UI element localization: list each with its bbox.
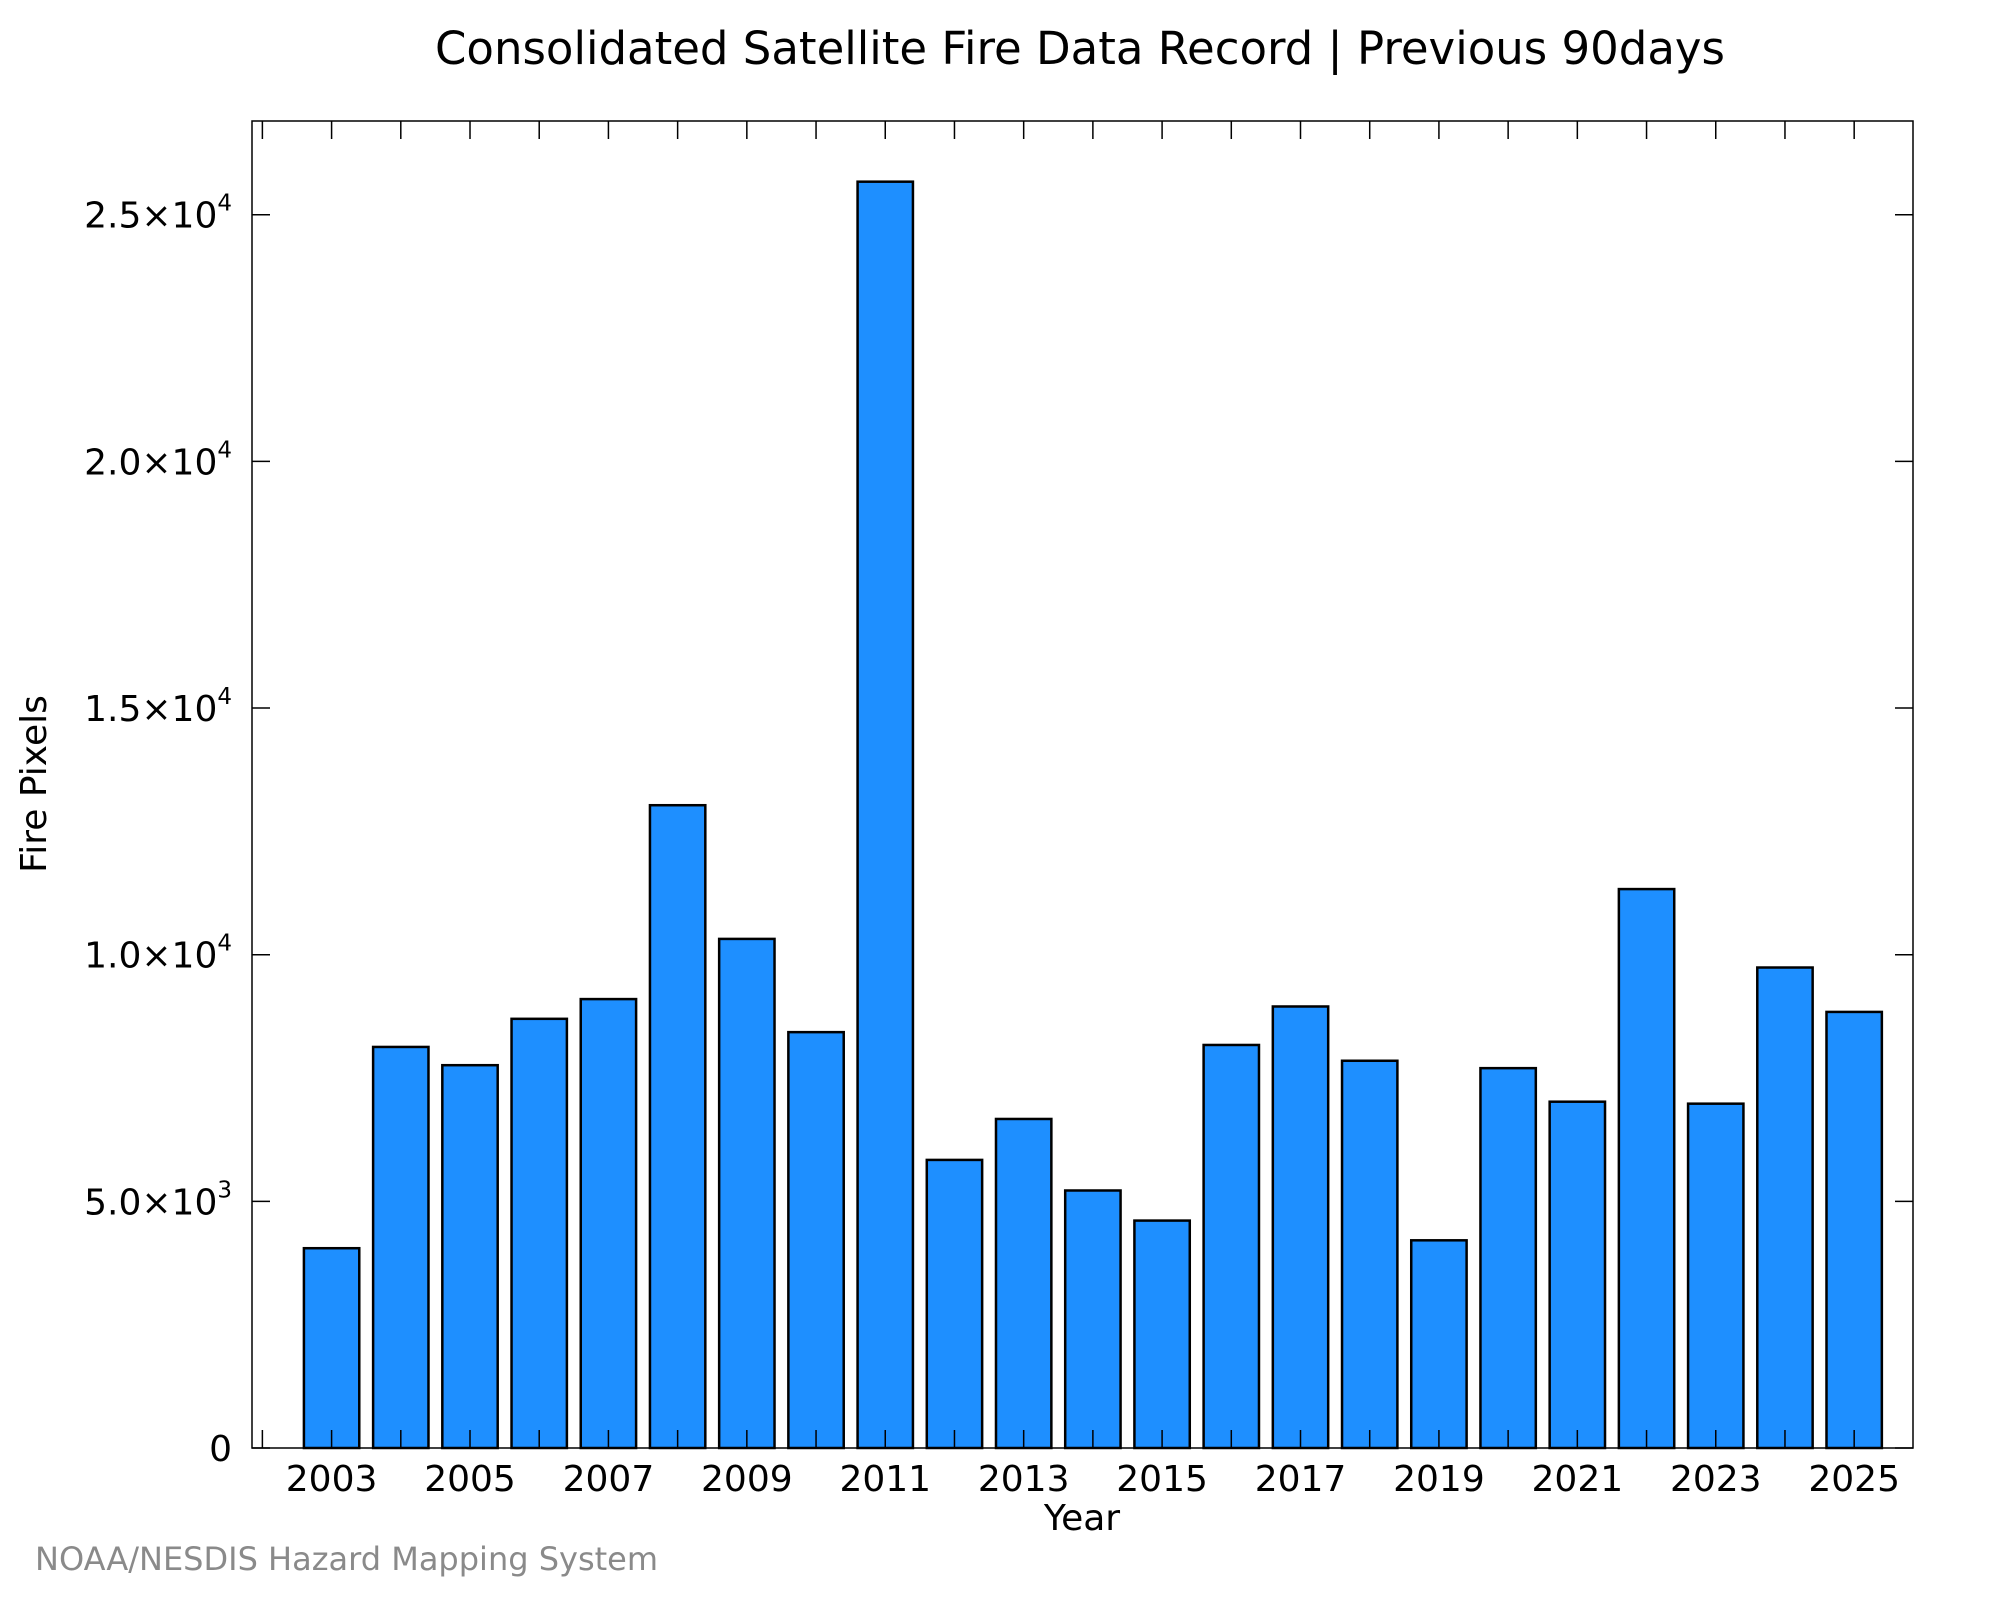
chart-title: Consolidated Satellite Fire Data Record … bbox=[435, 22, 1725, 75]
bar-2013 bbox=[994, 1117, 1053, 1450]
bar-2010 bbox=[787, 1030, 845, 1450]
y-tick-label-5000: 5.0×103 bbox=[84, 1177, 232, 1223]
bar-2016 bbox=[1202, 1043, 1261, 1450]
x-tick-label-2015: 2015 bbox=[1116, 1459, 1208, 1500]
y-axis-title: Fire Pixels bbox=[14, 695, 55, 873]
y-tick-label-0: 0 bbox=[209, 1429, 232, 1470]
bar-2023 bbox=[1686, 1102, 1745, 1450]
bar-2021 bbox=[1548, 1100, 1607, 1450]
bar-2019 bbox=[1409, 1239, 1468, 1450]
x-tick-label-2003: 2003 bbox=[286, 1459, 378, 1500]
bar-2009 bbox=[717, 937, 776, 1450]
bar-2022 bbox=[1617, 887, 1676, 1450]
bar-2008 bbox=[648, 803, 707, 1450]
bar-2025 bbox=[1825, 1010, 1884, 1450]
bar-2005 bbox=[441, 1063, 499, 1450]
x-tick-label-2013: 2013 bbox=[978, 1459, 1070, 1500]
bar-2004 bbox=[371, 1045, 430, 1450]
x-tick-label-2007: 2007 bbox=[563, 1459, 655, 1500]
bar-2018 bbox=[1340, 1059, 1399, 1450]
bar-2014 bbox=[1063, 1189, 1122, 1450]
y-tick-label-20000: 2.0×104 bbox=[84, 437, 232, 483]
x-axis-title: Year bbox=[1043, 1498, 1120, 1539]
credit-text: NOAA/NESDIS Hazard Mapping System bbox=[35, 1540, 658, 1578]
bars bbox=[302, 180, 1884, 1450]
x-tick-label-2019: 2019 bbox=[1393, 1459, 1485, 1500]
y-tick-label-25000: 2.5×104 bbox=[84, 191, 232, 237]
axis-ticks bbox=[252, 121, 1913, 1449]
x-tick-labels: 2003 2005 2007 2009 2011 2013 2015 2017 2019 2021… bbox=[286, 1459, 1900, 1500]
y-tick-label-10000: 1.0×104 bbox=[84, 931, 232, 977]
bar-2020 bbox=[1479, 1066, 1538, 1450]
x-tick-label-2017: 2017 bbox=[1255, 1459, 1347, 1500]
y-tick-label-15000: 1.5×104 bbox=[84, 684, 232, 730]
y-tick-labels: 0 5.0×103 1.0×104 1.5×104 2.0×104 2.5×104 bbox=[84, 191, 232, 1470]
bar-2012 bbox=[925, 1158, 984, 1450]
bar-2007 bbox=[579, 997, 638, 1450]
x-tick-label-2025: 2025 bbox=[1808, 1459, 1900, 1500]
bar-2015 bbox=[1133, 1219, 1192, 1450]
bar-2017 bbox=[1271, 1005, 1330, 1450]
bar-2003 bbox=[302, 1246, 361, 1450]
x-tick-label-2011: 2011 bbox=[839, 1459, 931, 1500]
plot-frame bbox=[251, 120, 1914, 1449]
bar-2011 bbox=[856, 180, 915, 1450]
x-tick-label-2021: 2021 bbox=[1532, 1459, 1624, 1500]
bar-2024 bbox=[1756, 966, 1814, 1450]
x-tick-label-2009: 2009 bbox=[701, 1459, 793, 1500]
bar-2006 bbox=[510, 1017, 569, 1450]
x-tick-label-2005: 2005 bbox=[424, 1459, 516, 1500]
x-tick-label-2023: 2023 bbox=[1670, 1459, 1762, 1500]
